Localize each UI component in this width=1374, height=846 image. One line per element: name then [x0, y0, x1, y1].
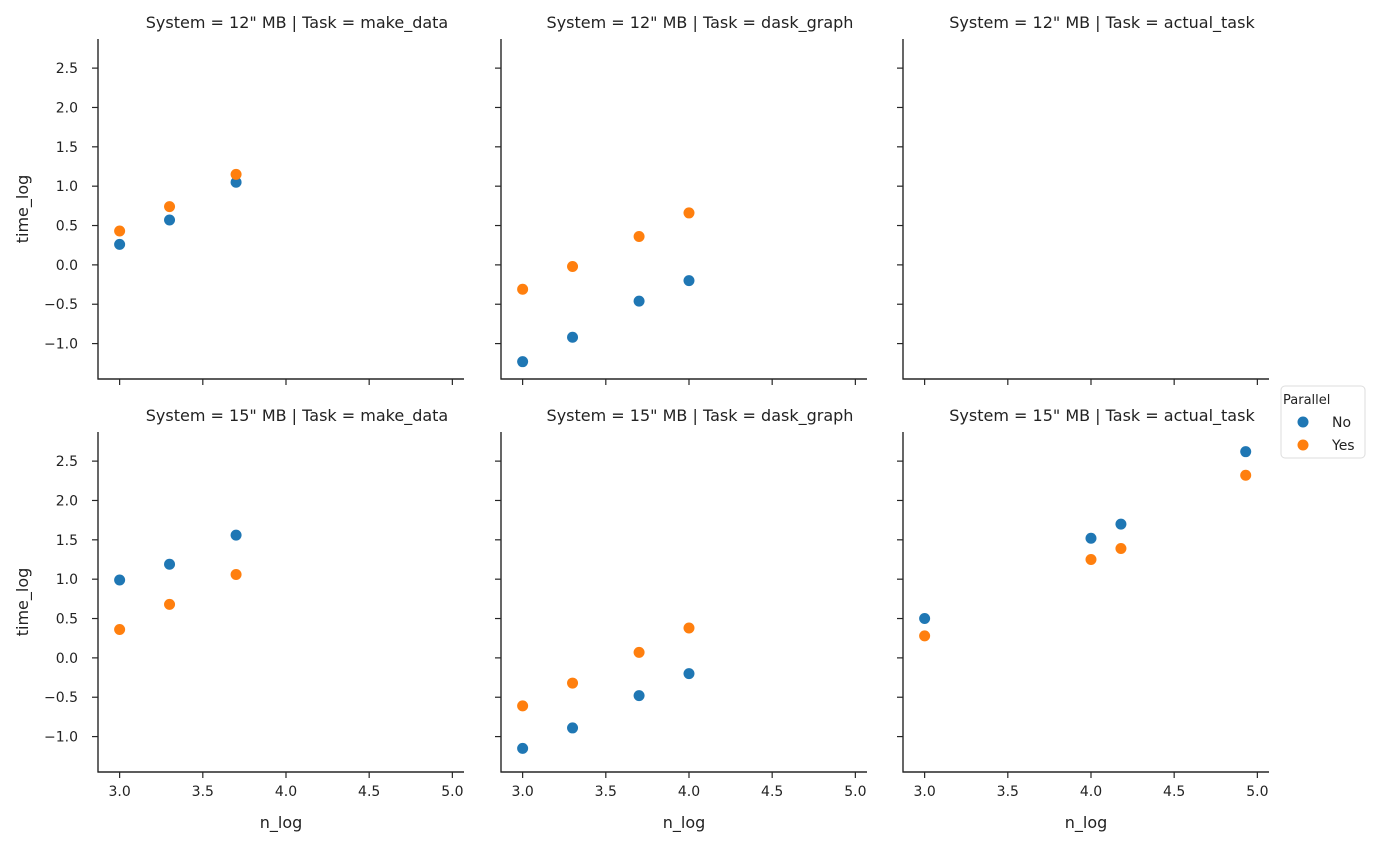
y-tick-label: 1.5 [56, 533, 78, 549]
data-point-yes [683, 622, 695, 634]
y-tick-label: 2.5 [56, 61, 78, 77]
x-tick-label: 5.0 [1246, 784, 1268, 800]
y-tick-label: −0.5 [44, 297, 78, 313]
data-point-yes [1115, 542, 1127, 554]
data-point-yes [1085, 554, 1097, 565]
data-point-no [1085, 532, 1097, 544]
data-point-no [164, 558, 176, 570]
data-point-no [1115, 518, 1127, 530]
y-tick-label: 0.5 [56, 612, 78, 628]
facet-panel-6: System = 15" MB | Task = actual_task 3.0 3… [897, 406, 1269, 833]
data-point-yes [633, 646, 645, 658]
data-point-no [683, 275, 695, 287]
data-point-yes [114, 225, 126, 237]
panel-title: System = 15" MB | Task = make_data [146, 406, 448, 426]
x-tick-label: 4.5 [358, 784, 380, 800]
y-tick-label: 0.0 [56, 651, 78, 667]
data-point-no [1240, 446, 1252, 458]
data-point-yes [164, 598, 176, 610]
data-point-yes [230, 168, 242, 180]
legend-label-yes: Yes [1331, 438, 1355, 454]
y-tick-label: 1.5 [56, 140, 78, 156]
x-tick-label: 3.5 [192, 784, 214, 800]
facet-panel-1: System = 12" MB | Task = make_data −1.0 −0… [13, 13, 464, 385]
x-tick-label: 3.0 [913, 784, 935, 800]
legend-marker-yes [1297, 439, 1309, 451]
x-tick-label: 4.0 [1080, 784, 1102, 800]
y-tick-label: 0.0 [56, 258, 78, 274]
facet-panel-2: System = 12" MB | Task = dask_graph [495, 13, 867, 385]
x-axis-label: n_log [260, 813, 303, 833]
x-tick-label: 3.0 [511, 784, 533, 800]
data-point-yes [164, 201, 176, 213]
x-tick-label: 4.0 [678, 784, 700, 800]
y-tick-label: −1.0 [44, 730, 78, 746]
y-tick-label: 2.0 [56, 493, 78, 509]
data-point-yes [567, 677, 579, 689]
data-point-no [114, 238, 126, 250]
data-point-no [114, 574, 126, 586]
y-tick-label: 2.0 [56, 100, 78, 116]
y-tick-label: 0.5 [56, 219, 78, 235]
x-tick-label: 4.0 [275, 784, 297, 800]
facet-panel-3: System = 12" MB | Task = actual_task [897, 13, 1269, 385]
data-point-no [567, 722, 579, 734]
x-axis-label: n_log [663, 813, 706, 833]
data-point-no [230, 176, 242, 188]
panel-title: System = 12" MB | Task = make_data [146, 13, 448, 33]
data-point-yes [919, 630, 931, 642]
data-point-yes [230, 568, 242, 580]
data-point-yes [114, 624, 126, 636]
data-point-no [919, 613, 931, 625]
panel-title: System = 12" MB | Task = dask_graph [547, 13, 854, 33]
panel-title: System = 12" MB | Task = actual_task [949, 13, 1255, 33]
data-point-no [633, 295, 645, 307]
y-tick-label: −0.5 [44, 690, 78, 706]
facet-panel-4: System = 15" MB | Task = make_data −1.0 −0… [13, 406, 464, 833]
y-tick-label: 1.0 [56, 572, 78, 588]
data-point-yes [517, 700, 529, 712]
data-point-no [517, 742, 529, 754]
y-tick-label: 1.0 [56, 179, 78, 195]
data-point-yes [1240, 469, 1252, 481]
data-point-no [683, 668, 695, 680]
legend-marker-no [1297, 416, 1309, 428]
x-tick-label: 5.0 [844, 784, 866, 800]
y-axis-label: time_log [13, 568, 33, 637]
legend-label-no: No [1332, 415, 1351, 431]
y-axis-label: time_log [13, 175, 33, 244]
panel-title: System = 15" MB | Task = dask_graph [547, 406, 854, 426]
facet-panel-5: System = 15" MB | Task = dask_graph 3.0 3.… [495, 406, 867, 833]
panel-title: System = 15" MB | Task = actual_task [949, 406, 1255, 426]
data-point-yes [683, 207, 695, 219]
data-point-yes [567, 260, 579, 272]
legend-title: Parallel [1283, 393, 1330, 408]
data-point-yes [517, 283, 529, 295]
x-tick-label: 4.5 [761, 784, 783, 800]
y-tick-label: 2.5 [56, 454, 78, 470]
data-point-no [164, 214, 176, 226]
x-tick-label: 3.5 [997, 784, 1019, 800]
y-tick-label: −1.0 [44, 337, 78, 353]
data-point-no [567, 331, 579, 343]
x-tick-label: 4.5 [1163, 784, 1185, 800]
data-point-no [633, 690, 645, 702]
x-tick-label: 3.5 [595, 784, 617, 800]
data-point-no [517, 356, 529, 368]
data-point-no [230, 529, 242, 541]
data-point-yes [633, 231, 645, 243]
x-tick-label: 3.0 [108, 784, 130, 800]
x-tick-label: 5.0 [441, 784, 463, 800]
x-axis-label: n_log [1065, 813, 1108, 833]
